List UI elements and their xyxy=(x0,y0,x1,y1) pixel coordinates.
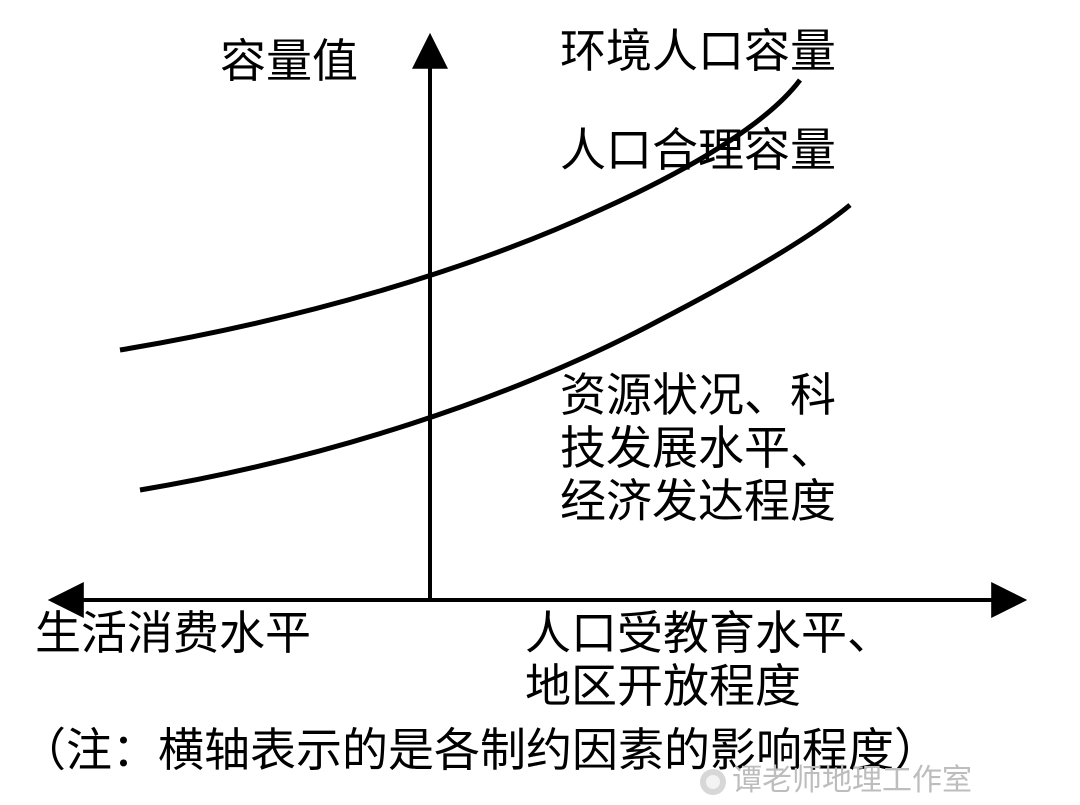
diagram-stage: 容量值 环境人口容量 人口合理容量 资源状况、科 技发展水平、 经济发达程度 人… xyxy=(0,0,1080,805)
left-x-axis-label: 生活消费水平 xyxy=(35,608,311,661)
watermark-text: 谭老师地理工作室 xyxy=(732,764,972,797)
wechat-icon xyxy=(700,769,726,795)
curve-upper-label: 环境人口容量 xyxy=(560,26,836,79)
curve-lower-label: 人口合理容量 xyxy=(560,125,836,178)
right-factors-block: 资源状况、科 技发展水平、 经济发达程度 xyxy=(560,370,836,529)
right-x-axis-label: 人口受教育水平、 地区开放程度 xyxy=(525,608,893,714)
y-axis-title: 容量值 xyxy=(220,36,358,89)
watermark: 谭老师地理工作室 xyxy=(700,755,972,799)
curve-upper xyxy=(120,80,800,350)
